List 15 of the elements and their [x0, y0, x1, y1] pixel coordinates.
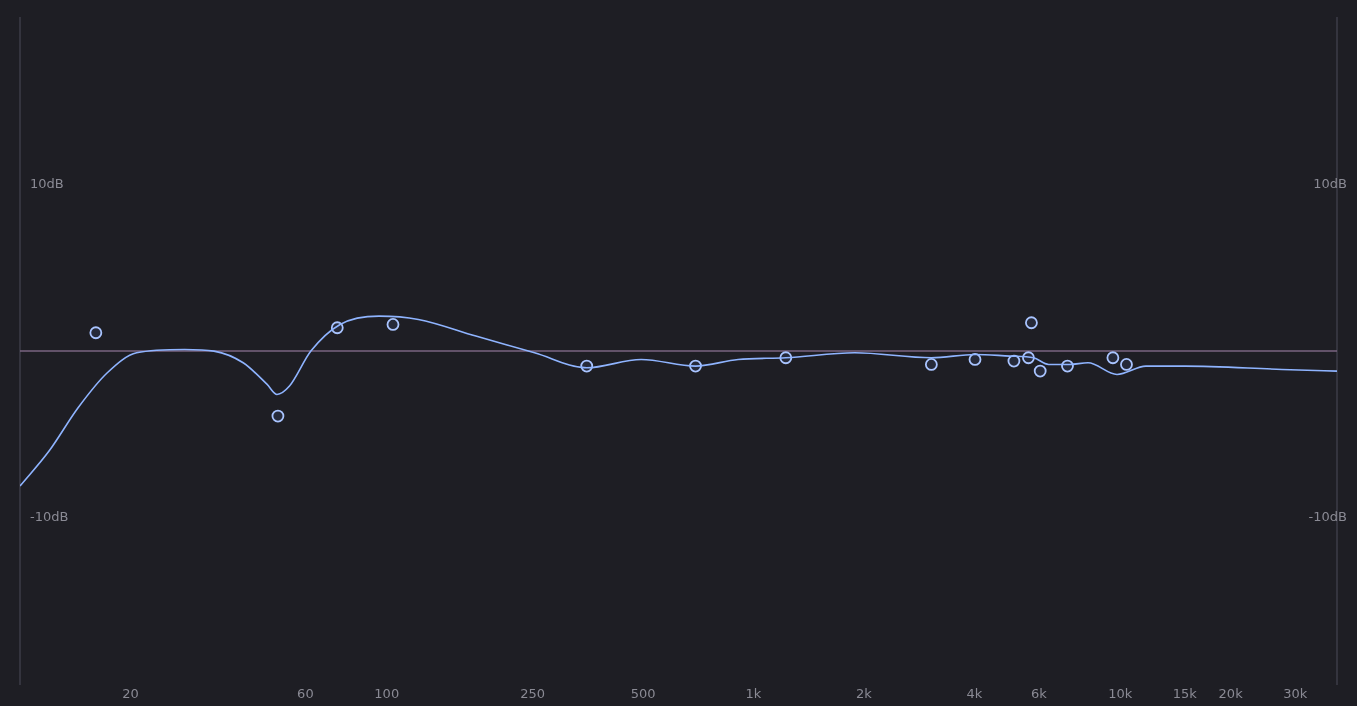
y2-tick-label: 10dB: [1313, 175, 1347, 191]
y2-tick-label: -10dB: [1308, 509, 1347, 525]
x-tick-label: 60: [297, 685, 314, 701]
x-tick-label: 250: [520, 685, 546, 701]
x-tick-label: 20k: [1218, 685, 1244, 701]
x-tick-label: 6k: [1030, 685, 1048, 701]
x-tick-label: 100: [374, 685, 400, 701]
x-tick-label: 30k: [1283, 685, 1308, 701]
x-tick-label: 500: [630, 685, 656, 701]
x-tick-label: 20: [122, 685, 139, 701]
x-tick-label: 2k: [855, 685, 873, 701]
x-tick-label: 1k: [745, 685, 762, 701]
x-tick-label: 15k: [1172, 685, 1198, 701]
x-tick-label: 4k: [966, 685, 983, 701]
x-tick-label: 10k: [1108, 685, 1133, 701]
